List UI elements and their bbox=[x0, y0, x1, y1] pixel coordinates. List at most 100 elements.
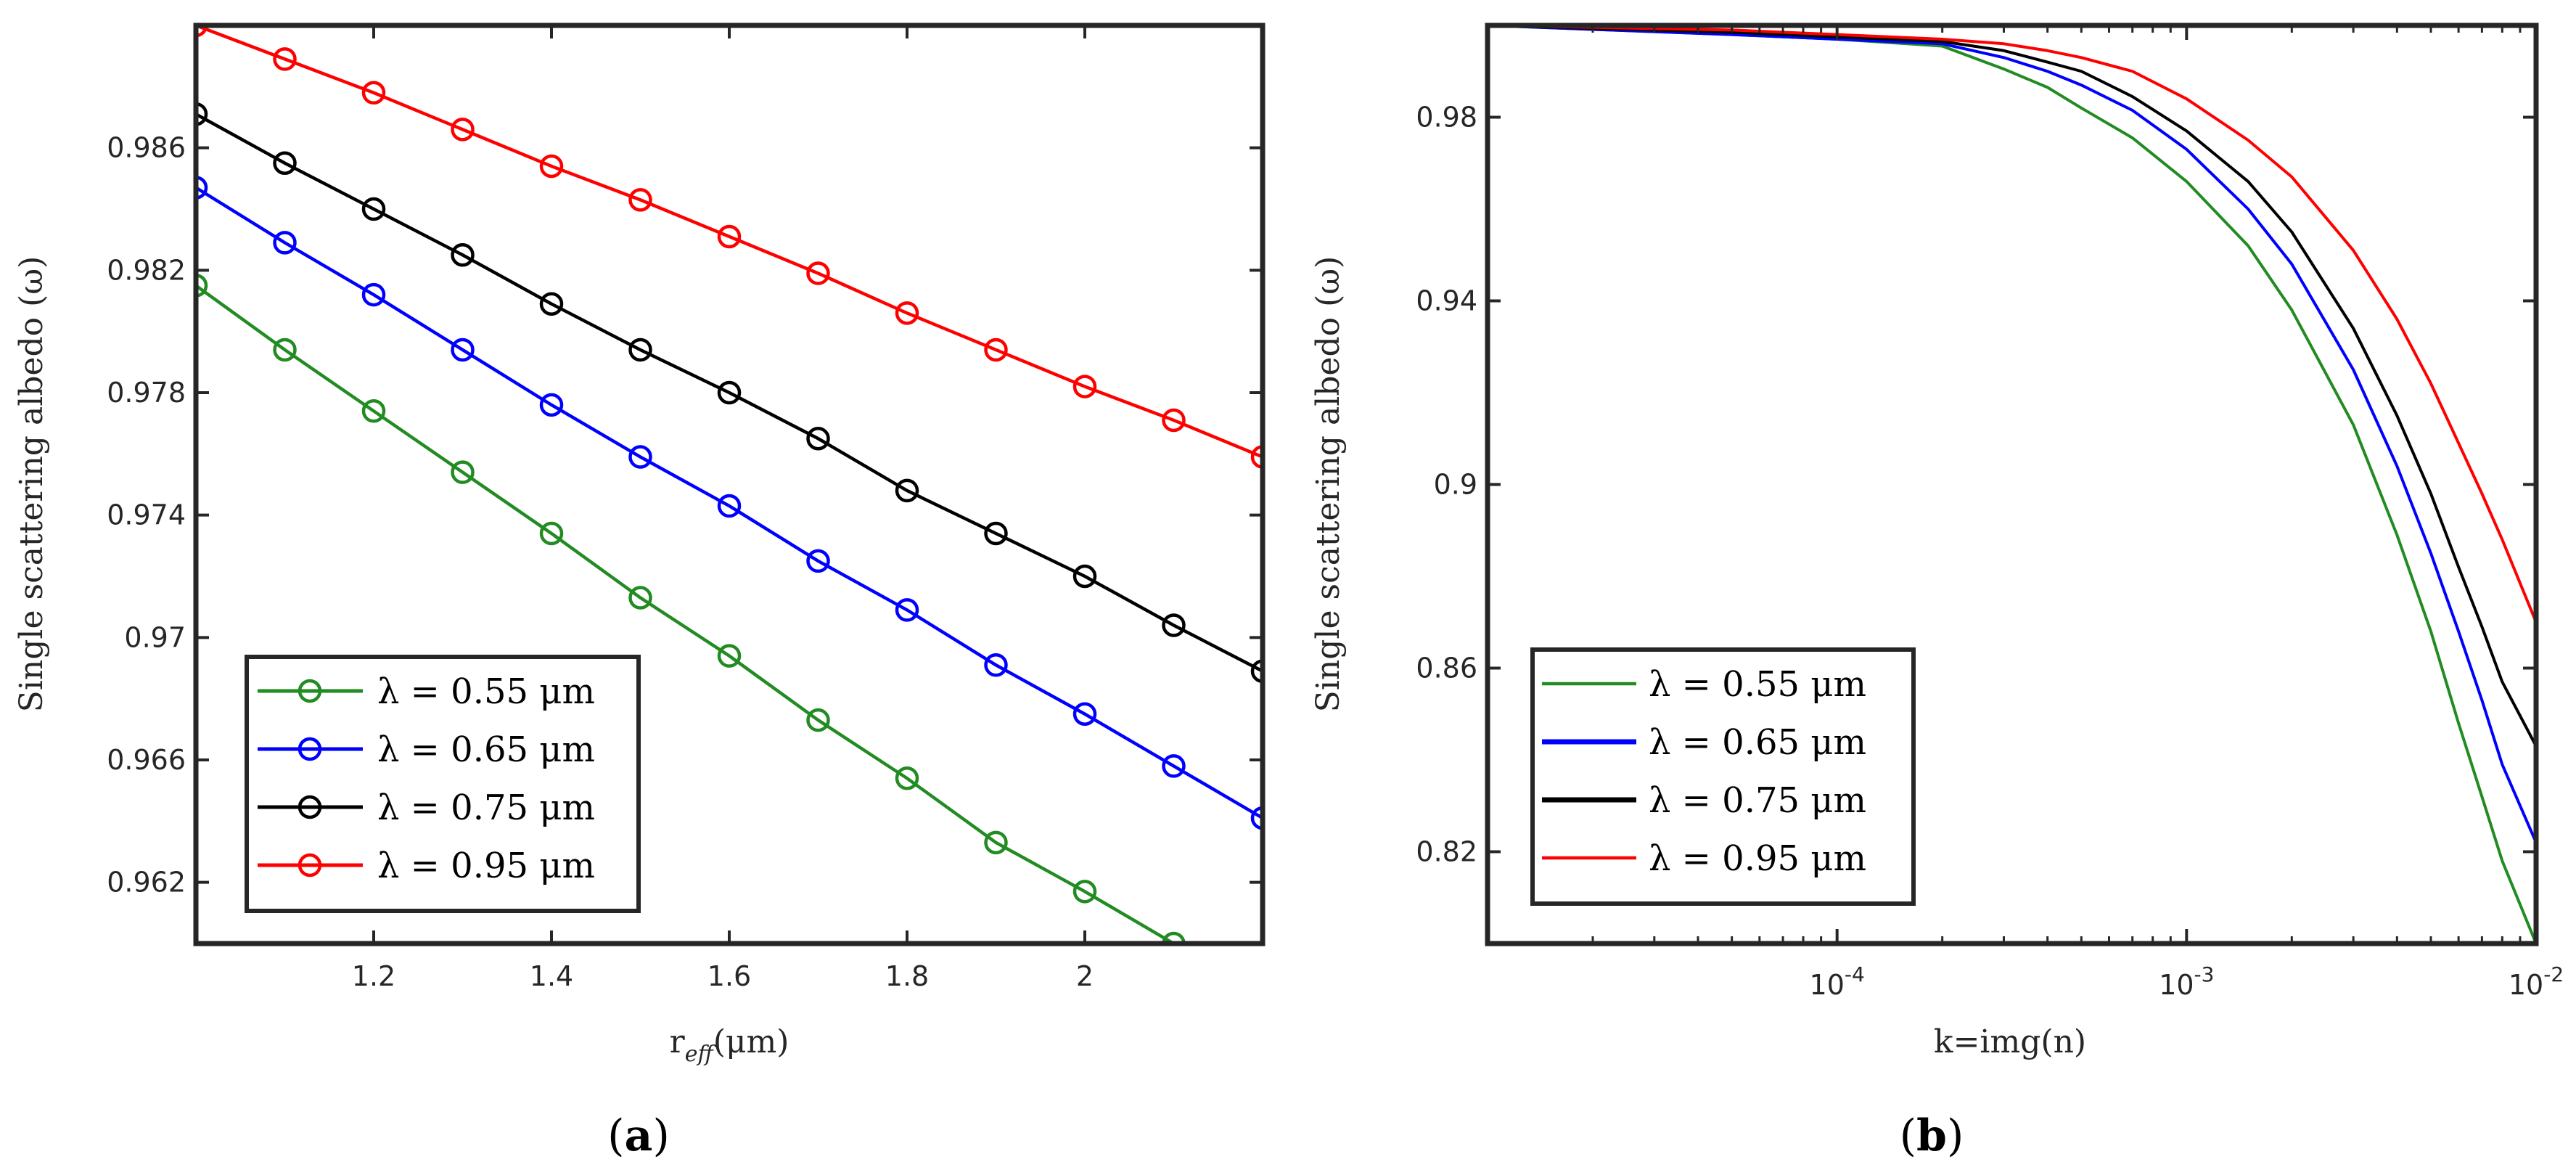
chart-a-legend-label: λ = 0.95 μm bbox=[377, 846, 595, 886]
chart-a-x-tick-label: 1.4 bbox=[530, 960, 573, 992]
chart-a-point bbox=[451, 243, 475, 267]
chart-a-point bbox=[451, 460, 475, 484]
chart-a-point bbox=[895, 301, 919, 325]
chart-b-legend-label: λ = 0.95 μm bbox=[1649, 838, 1866, 879]
chart-b-y-tick-label: 0.86 bbox=[1416, 652, 1477, 684]
chart-a-point bbox=[806, 427, 830, 451]
chart-a-point bbox=[717, 380, 742, 405]
chart-a-series-line---0.65-m bbox=[196, 186, 1263, 820]
chart-a-point bbox=[1162, 408, 1186, 433]
chart-a-point bbox=[451, 118, 475, 142]
chart-b-y-tick-label: 0.9 bbox=[1434, 469, 1477, 501]
chart-b-series-line---0.65-m bbox=[1488, 25, 2536, 843]
chart-b-series-line---0.55-m bbox=[1488, 25, 2536, 944]
chart-a-point bbox=[1162, 613, 1186, 637]
chart-a-point bbox=[895, 766, 919, 790]
chart-a-point bbox=[1250, 806, 1263, 830]
chart-b-y-tick-label: 0.98 bbox=[1416, 102, 1477, 134]
chart-a-series-line---0.75-m bbox=[196, 112, 1263, 673]
chart-a-point bbox=[984, 830, 1008, 855]
chart-a-point bbox=[984, 521, 1008, 546]
chart-a-point bbox=[196, 102, 208, 126]
chart-a-point bbox=[539, 154, 564, 179]
chart-b-y-tick-label: 0.94 bbox=[1416, 285, 1477, 317]
chart-a-point bbox=[539, 393, 564, 417]
chart-b-x-tick-label: 10-2 bbox=[2509, 962, 2564, 1001]
chart-a-legend-box bbox=[245, 655, 641, 913]
chart-a-point bbox=[273, 47, 297, 71]
chart-a-legend-label: λ = 0.65 μm bbox=[377, 729, 595, 770]
chart-a-y-tick-label: 0.986 bbox=[107, 132, 186, 164]
chart-a-y-tick-label: 0.974 bbox=[107, 499, 186, 531]
chart-a-y-tick-label: 0.966 bbox=[107, 744, 186, 776]
chart-a-point bbox=[273, 151, 297, 175]
chart-a-y-axis-label: Single scattering albedo (ω) bbox=[13, 256, 50, 713]
chart-a-point bbox=[1162, 754, 1186, 778]
chart-a-point bbox=[361, 399, 386, 423]
chart-a-point bbox=[1072, 564, 1097, 589]
chart-a-point bbox=[361, 81, 386, 105]
chart-a-legend-marker bbox=[298, 737, 322, 761]
chart-a-point bbox=[1072, 375, 1097, 398]
chart-a-point bbox=[361, 282, 386, 307]
chart-a-point bbox=[806, 549, 830, 573]
chart-a-point bbox=[717, 224, 742, 249]
chart-a-x-tick-label: 1.8 bbox=[885, 960, 929, 992]
chart-a-point bbox=[628, 586, 652, 610]
panel-b-label: (b) bbox=[1900, 1110, 1964, 1161]
chart-a-x-axis-label: reff(μm) bbox=[670, 1023, 789, 1067]
chart-a-legend-marker bbox=[298, 679, 322, 703]
chart-a-point bbox=[273, 338, 297, 362]
chart-b-legend-label: λ = 0.55 μm bbox=[1649, 664, 1866, 705]
chart-b: 10-4 10-3 10-2 0.82 0.86 0.9 0.94 0.98 k=img(n)… bbox=[1310, 22, 2564, 1161]
chart-a-point bbox=[984, 653, 1008, 677]
chart-a-legend: λ = 0.55 μm λ = 0.65 μm λ = 0.75 μm λ = 0.9… bbox=[245, 655, 641, 913]
chart-b-series-line---0.75-m bbox=[1488, 25, 2536, 747]
chart-a-point bbox=[1252, 989, 1273, 1009]
chart-a-legend-marker bbox=[298, 795, 322, 819]
chart-a-point bbox=[984, 338, 1008, 362]
chart-a-point bbox=[806, 708, 830, 732]
chart-b-legend-box bbox=[1530, 647, 1916, 906]
chart-b-x-tick-label: 10-4 bbox=[1810, 962, 1865, 1001]
chart-a-point bbox=[539, 292, 564, 316]
chart-a-x-tick-label: 2 bbox=[1076, 960, 1094, 992]
chart-b-x-axis-label: k=img(n) bbox=[1934, 1023, 2086, 1060]
chart-a-series-line---0.95-m bbox=[196, 25, 1263, 459]
chart-a-point bbox=[717, 494, 742, 518]
chart-a-point bbox=[1250, 659, 1263, 683]
chart-a-point bbox=[1072, 880, 1097, 904]
chart-a-point bbox=[806, 261, 830, 285]
chart-a-point bbox=[196, 176, 208, 200]
chart-b-y-axis-label: Single scattering albedo (ω) bbox=[1310, 256, 1347, 713]
chart-b-legend-label: λ = 0.65 μm bbox=[1649, 722, 1866, 763]
chart-a-point bbox=[1072, 702, 1097, 726]
chart-a-point bbox=[1250, 445, 1263, 469]
chart-a-y-tick-label: 0.97 bbox=[124, 621, 186, 653]
chart-a-point bbox=[895, 598, 919, 622]
chart-b-y-tick-label: 0.82 bbox=[1416, 836, 1477, 868]
chart-b-legend: λ = 0.55 μm λ = 0.65 μm λ = 0.75 μm λ = 0.9… bbox=[1530, 647, 1916, 906]
chart-a-legend-label: λ = 0.55 μm bbox=[377, 671, 595, 712]
chart-a-point bbox=[451, 338, 475, 362]
chart-a-point bbox=[196, 274, 208, 298]
panel-a-label: (a) bbox=[607, 1110, 670, 1161]
chart-a-x-tick-label: 1.6 bbox=[707, 960, 751, 992]
chart-a-point bbox=[361, 197, 386, 221]
chart-a-point bbox=[628, 188, 652, 212]
chart-a-point bbox=[895, 478, 919, 503]
chart-a-point bbox=[628, 338, 652, 362]
chart-a-y-tick-label: 0.978 bbox=[107, 377, 186, 409]
chart-a-legend-label: λ = 0.75 μm bbox=[377, 788, 595, 828]
chart-a-point bbox=[1162, 931, 1186, 944]
chart-a-y-tick-label: 0.982 bbox=[107, 254, 186, 286]
chart-a-point bbox=[539, 521, 564, 546]
chart-b-series-line---0.95-m bbox=[1488, 25, 2536, 623]
chart-b-x-tick-label: 10-3 bbox=[2159, 962, 2214, 1001]
chart-b-legend-label: λ = 0.75 μm bbox=[1649, 780, 1866, 821]
chart-a-y-tick-label: 0.962 bbox=[107, 867, 186, 899]
chart-a-point bbox=[717, 644, 742, 668]
chart-a-point bbox=[273, 231, 297, 255]
chart-a-legend-marker bbox=[298, 853, 322, 878]
